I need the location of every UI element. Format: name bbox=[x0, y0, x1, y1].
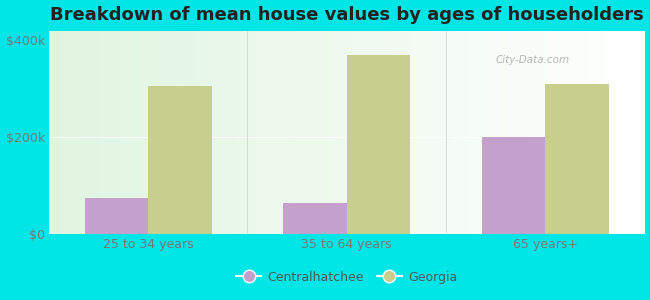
Bar bbox=[482, 137, 545, 234]
Title: Breakdown of mean house values by ages of householders: Breakdown of mean house values by ages o… bbox=[50, 6, 644, 24]
Bar bbox=[346, 55, 410, 234]
Legend: Centralhatchee, Georgia: Centralhatchee, Georgia bbox=[231, 266, 462, 289]
Bar bbox=[283, 202, 346, 234]
Bar bbox=[545, 84, 608, 234]
Bar bbox=[84, 198, 148, 234]
Bar bbox=[148, 86, 212, 234]
Text: City-Data.com: City-Data.com bbox=[495, 55, 569, 65]
